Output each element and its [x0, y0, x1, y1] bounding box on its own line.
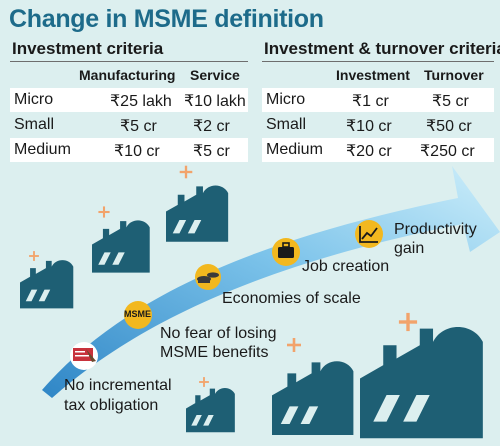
factory-icon	[360, 326, 483, 439]
sparkle-icon	[287, 338, 301, 352]
growth-arrow	[42, 166, 500, 398]
left-row-label: Medium	[14, 141, 71, 158]
table-row	[10, 88, 248, 112]
table-row	[262, 138, 494, 162]
briefcase-icon	[272, 238, 300, 266]
left-cell: ₹5 cr	[120, 118, 157, 135]
benefit-economies: Economies of scale	[222, 290, 361, 307]
right-cell: ₹1 cr	[352, 93, 389, 110]
benefit-jobs: Job creation	[302, 258, 390, 275]
left-cell: ₹2 cr	[193, 118, 230, 135]
table-row	[262, 88, 494, 112]
left-col-header-1: Manufacturing	[79, 67, 176, 83]
benefit-productivity-line-2: gain	[394, 240, 425, 257]
factory-icon	[166, 185, 229, 242]
benefit-no-tax-line-2: tax obligation	[64, 397, 159, 414]
factory-icon	[20, 260, 74, 309]
right-cell: ₹50 cr	[426, 118, 472, 135]
factory-icon	[272, 361, 354, 435]
right-cell: ₹250 cr	[420, 143, 475, 160]
left-col-header-2: Service	[190, 67, 240, 83]
left-row-label: Micro	[14, 91, 54, 108]
sparkle-icon	[179, 165, 193, 179]
left-cell: ₹10 cr	[114, 143, 160, 160]
left-table-heading: Investment criteria	[12, 39, 164, 58]
msme-badge-icon	[124, 301, 152, 329]
right-col-header-2: Turnover	[424, 67, 484, 83]
sparkle-icon	[398, 312, 418, 332]
right-row-label: Micro	[266, 91, 306, 108]
factory-icon	[186, 387, 235, 433]
right-col-header-1: Investment	[336, 67, 410, 83]
left-table-rule	[10, 61, 248, 62]
sparkle-icon	[199, 377, 209, 387]
sparkle-icon	[98, 206, 110, 218]
right-cell: ₹10 cr	[346, 118, 392, 135]
left-cell: ₹5 cr	[193, 143, 230, 160]
right-cell: ₹5 cr	[432, 93, 469, 110]
page-title: Change in MSME definition	[9, 5, 324, 33]
left-cell: ₹10 lakh	[184, 93, 246, 110]
factory-icon	[92, 220, 150, 273]
right-table-rule	[262, 61, 494, 62]
benefit-productivity-line-1: Productivity	[394, 221, 477, 238]
left-row-label: Small	[14, 116, 55, 133]
sparkle-icon	[29, 251, 39, 261]
tax-form-icon	[70, 342, 98, 370]
coins-icon	[195, 264, 221, 290]
growth-chart-icon	[355, 220, 383, 248]
msme-badge-label: MSME	[124, 309, 151, 319]
benefit-no-fear-line-2: MSME benefits	[160, 344, 269, 361]
left-cell: ₹25 lakh	[110, 93, 172, 110]
right-table-heading: Investment & turnover criteria	[264, 39, 500, 58]
table-row	[10, 138, 248, 162]
benefit-no-fear-line-1: No fear of losing	[160, 325, 277, 342]
benefit-no-tax-line-1: No incremental	[64, 377, 172, 394]
right-cell: ₹20 cr	[346, 143, 392, 160]
right-row-label: Medium	[266, 141, 323, 158]
right-row-label: Small	[266, 116, 307, 133]
